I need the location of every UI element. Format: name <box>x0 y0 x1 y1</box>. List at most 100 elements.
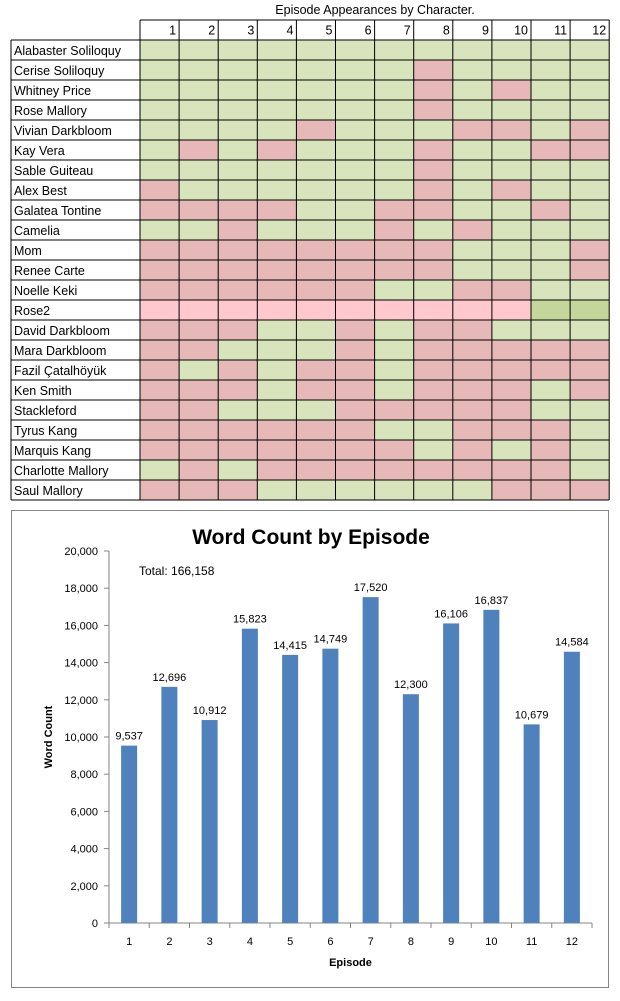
character-name-cell <box>11 420 140 440</box>
appearance-cell-present <box>452 240 492 260</box>
appearance-cell-present <box>570 460 610 480</box>
appearance-cell-present <box>374 100 414 120</box>
appearance-cell-absent <box>491 360 531 380</box>
appearance-cell-absent <box>452 380 492 400</box>
appearance-cell-absent <box>335 240 375 260</box>
appearance-cell-absent <box>140 400 180 420</box>
appearance-cell-absent <box>413 460 453 480</box>
appearance-cell-absent <box>296 240 336 260</box>
appearance-cell-absent <box>179 400 219 420</box>
appearance-cell-absent <box>335 460 375 480</box>
appearance-cell-present <box>140 40 180 60</box>
appearance-cell-present <box>140 220 180 240</box>
episode-header-label: 1 <box>169 24 176 38</box>
bar-episode-4 <box>241 628 258 923</box>
bar-episode-12 <box>563 651 580 923</box>
appearance-cell-absent <box>140 180 180 200</box>
appearance-cell-present <box>218 60 258 80</box>
episode-header-cell <box>531 20 571 40</box>
appearance-cell-present <box>374 280 414 300</box>
appearance-cell-absent <box>140 480 180 500</box>
appearance-cell-present <box>296 100 336 120</box>
grid-title: Episode Appearances by Character. <box>275 3 475 17</box>
bar-value-label: 17,520 <box>354 582 388 594</box>
appearance-cell-absent <box>452 440 492 460</box>
appearance-cell-present <box>296 400 336 420</box>
appearance-cell-absent <box>335 420 375 440</box>
appearance-cell-present <box>374 360 414 380</box>
appearance-cell-absent <box>218 420 258 440</box>
appearance-cell-present <box>296 160 336 180</box>
appearance-cell-absent <box>257 200 297 220</box>
appearance-cell-present <box>296 40 336 60</box>
appearance-cell-absent <box>531 440 571 460</box>
appearance-cell-absent <box>179 440 219 460</box>
appearance-cell-present <box>491 220 531 240</box>
appearance-cell-present <box>257 480 297 500</box>
bar-episode-5 <box>282 654 299 923</box>
bar-value-label: 10,679 <box>515 709 549 721</box>
y-tick-label: 16,000 <box>64 620 98 632</box>
y-axis-title: Word Count <box>43 705 55 768</box>
episode-header-cell <box>452 20 492 40</box>
episode-header-label: 8 <box>443 24 450 38</box>
appearance-cell-present <box>257 320 297 340</box>
appearance-cell-absent <box>296 420 336 440</box>
x-tick-label: 11 <box>526 936 537 948</box>
appearance-cell-absent <box>374 240 414 260</box>
appearance-cell-present <box>491 320 531 340</box>
appearance-cell-absent <box>413 80 453 100</box>
appearance-cell-present <box>374 40 414 60</box>
character-name: Galatea Tontine <box>14 204 101 218</box>
bar-episode-8 <box>402 694 419 923</box>
appearance-cell-absent <box>374 200 414 220</box>
appearance-cell-absent <box>491 420 531 440</box>
appearance-cell-absent <box>140 280 180 300</box>
character-name-cell <box>11 240 140 260</box>
character-name-cell <box>11 380 140 400</box>
y-tick-label: 12,000 <box>64 695 98 707</box>
episode-header-label: 6 <box>365 24 372 38</box>
appearance-cell-present <box>491 160 531 180</box>
appearance-cell-present <box>296 80 336 100</box>
character-name: Mom <box>14 244 42 258</box>
appearance-cell-present <box>335 220 375 240</box>
appearance-cell-present <box>531 320 571 340</box>
x-tick-label: 5 <box>287 936 293 948</box>
appearance-cell-present <box>531 100 571 120</box>
appearance-cell-absent <box>413 400 453 420</box>
appearance-cell-present <box>374 120 414 140</box>
appearance-cell-absent <box>218 480 258 500</box>
character-name-cell <box>11 220 140 240</box>
character-name: Rose Mallory <box>14 104 88 118</box>
character-name: Kay Vera <box>14 144 65 158</box>
y-tick-label: 0 <box>92 918 98 930</box>
appearance-cell-absent <box>570 360 610 380</box>
appearance-cell-present <box>531 400 571 420</box>
appearance-cell-present <box>531 80 571 100</box>
y-tick-label: 4,000 <box>70 844 98 856</box>
bar-value-label: 12,696 <box>153 672 187 684</box>
appearance-cell-present <box>413 220 453 240</box>
bar-episode-10 <box>483 609 500 923</box>
appearance-cell-absent <box>257 280 297 300</box>
appearance-cell-absent <box>452 320 492 340</box>
appearance-cell-absent <box>413 340 453 360</box>
appearance-cell-absent <box>491 80 531 100</box>
appearance-cell-present <box>179 220 219 240</box>
appearance-cell-absent <box>296 460 336 480</box>
appearance-cell-present <box>374 340 414 360</box>
character-name: Tyrus Kang <box>14 424 77 438</box>
appearance-cell-absent <box>218 300 258 320</box>
appearance-cell-present <box>179 60 219 80</box>
appearance-cell-absent <box>335 400 375 420</box>
appearance-cell-present <box>218 180 258 200</box>
appearance-cell-absent <box>296 260 336 280</box>
appearance-cell-absent <box>179 460 219 480</box>
bar-value-label: 14,749 <box>314 634 348 646</box>
bar-value-label: 9,537 <box>115 731 143 743</box>
character-name-cell <box>11 260 140 280</box>
appearance-cell-absent <box>296 300 336 320</box>
episode-header-cell <box>296 20 336 40</box>
